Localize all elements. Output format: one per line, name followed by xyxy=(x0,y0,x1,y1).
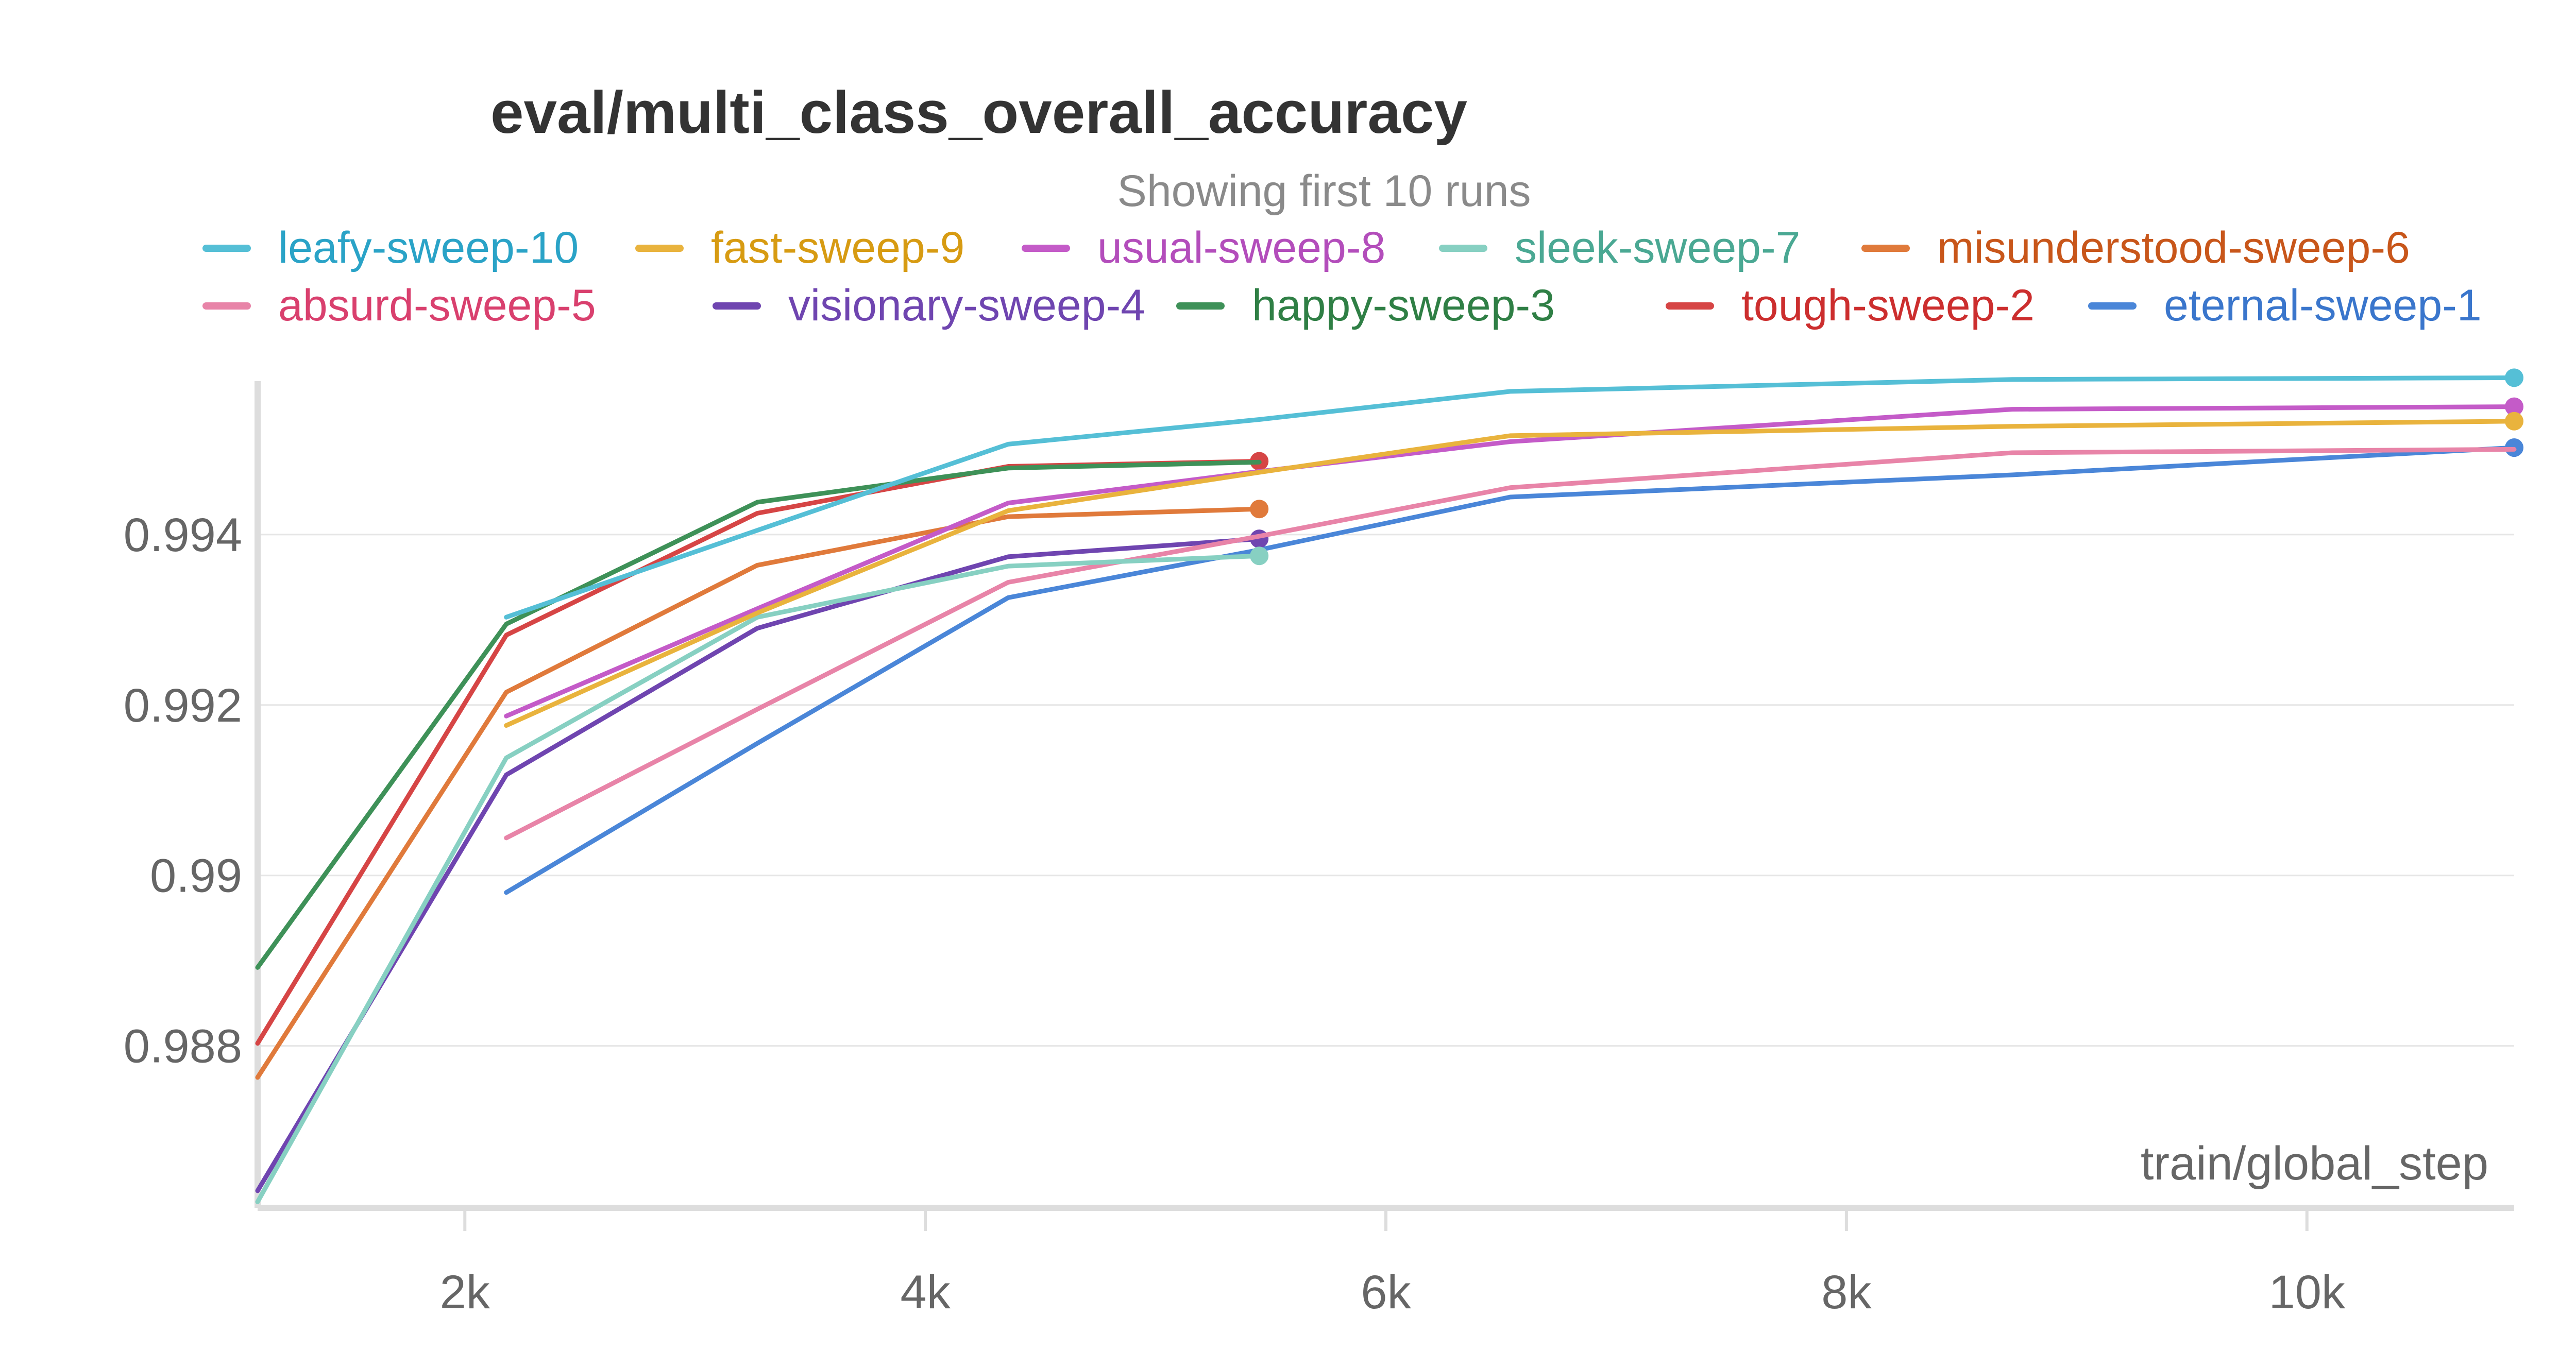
series-line-visionary-sweep-4 xyxy=(255,536,1262,1193)
series-end-point-leafy-sweep-10 xyxy=(2505,368,2523,387)
x-axis-label: train/global_step xyxy=(2141,1137,2488,1190)
legend-label: tough-sweep-2 xyxy=(1741,281,2035,330)
series-line-sleek-sweep-7 xyxy=(255,553,1262,1204)
legend-label: leafy-sweep-10 xyxy=(278,223,579,272)
gridlines xyxy=(258,534,2514,1047)
legend-label: visionary-sweep-4 xyxy=(788,281,1145,330)
legend-label: eternal-sweep-1 xyxy=(2164,281,2482,330)
series-end-point-misunderstood-sweep-6 xyxy=(1250,500,1269,519)
chart-subtitle: Showing first 10 runs xyxy=(1117,166,1531,216)
chart-title: eval/multi_class_overall_accuracy xyxy=(490,79,1467,146)
legend-label: misunderstood-sweep-6 xyxy=(1937,223,2410,272)
x-tick-label: 6k xyxy=(1361,1266,1411,1319)
legend-label: sleek-sweep-7 xyxy=(1515,223,1800,272)
x-tick-label: 8k xyxy=(1821,1266,1872,1319)
series-line-leafy-sweep-10 xyxy=(504,375,2517,620)
legend-label: absurd-sweep-5 xyxy=(278,281,596,330)
series-end-point-fast-sweep-9 xyxy=(2505,412,2523,431)
legend-label: happy-sweep-3 xyxy=(1252,281,1555,330)
x-tick-label: 10k xyxy=(2269,1266,2346,1319)
legend: leafy-sweep-10 fast-sweep-9 usual-sweep-8 s… xyxy=(202,223,2482,330)
tick-labels: 0.988 0.99 0.992 0.994 2k 4k 6k 8k 10k xyxy=(124,509,2346,1319)
series-line-happy-sweep-3 xyxy=(255,459,1262,970)
y-tick-label: 0.988 xyxy=(124,1020,242,1073)
legend-label: usual-sweep-8 xyxy=(1097,223,1385,272)
y-tick-label: 0.992 xyxy=(124,679,242,732)
legend-label: fast-sweep-9 xyxy=(711,223,964,272)
series-end-point-usual-sweep-8 xyxy=(2505,397,2523,416)
series-line-misunderstood-sweep-6 xyxy=(255,506,1262,1080)
y-tick-label: 0.994 xyxy=(124,509,242,561)
series-line-absurd-sweep-5 xyxy=(504,447,2517,841)
series-end-point-sleek-sweep-7 xyxy=(1250,546,1269,566)
x-tick-label: 2k xyxy=(440,1266,490,1319)
y-tick-label: 0.99 xyxy=(150,850,242,902)
axes xyxy=(255,381,2514,1231)
series-line-fast-sweep-9 xyxy=(504,419,2517,728)
series-layer xyxy=(255,368,2523,1204)
x-tick-label: 4k xyxy=(901,1266,951,1319)
